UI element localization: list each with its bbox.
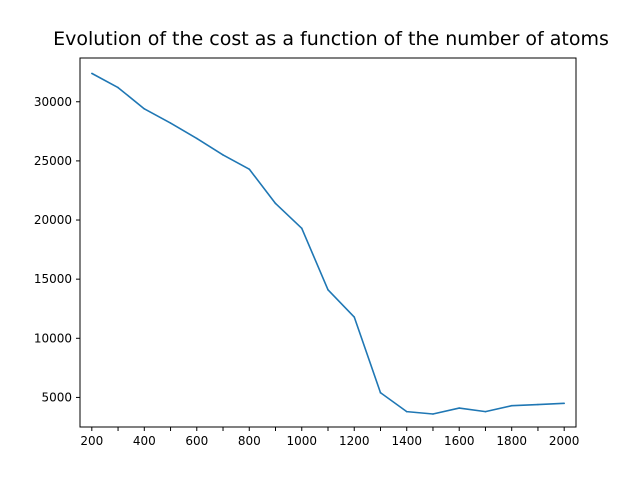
y-tick-label: 5000 bbox=[41, 390, 72, 404]
x-tick-label: 600 bbox=[185, 434, 208, 448]
data-point bbox=[563, 402, 565, 405]
data-point bbox=[537, 403, 539, 406]
data-point bbox=[91, 72, 93, 75]
data-point bbox=[300, 227, 303, 230]
data-point bbox=[195, 137, 198, 140]
y-tick-label: 20000 bbox=[34, 213, 72, 227]
plot-area: 200 400 600 800 1000 1200 1400 1600 1800 2000 5000… bbox=[34, 72, 580, 448]
x-tick-label: 1200 bbox=[339, 434, 370, 448]
data-point bbox=[143, 108, 146, 110]
x-tick-label: 200 bbox=[80, 434, 103, 448]
data-point bbox=[484, 410, 487, 413]
y-tick-label: 30000 bbox=[34, 95, 72, 109]
data-point bbox=[169, 122, 172, 124]
x-tick-label: 1400 bbox=[391, 434, 422, 448]
data-point bbox=[405, 410, 408, 413]
chart-title: Evolution of the cost as a function of t… bbox=[53, 28, 609, 50]
data-point bbox=[248, 168, 251, 170]
data-point bbox=[222, 154, 224, 156]
x-tick-label: 800 bbox=[238, 434, 261, 448]
data-point bbox=[117, 86, 119, 89]
data-point bbox=[432, 413, 434, 415]
data-point bbox=[274, 202, 277, 205]
data-point bbox=[458, 407, 461, 409]
x-tick-label: 400 bbox=[133, 434, 156, 448]
axes-frame bbox=[79, 57, 577, 428]
x-tick-label: 1600 bbox=[444, 434, 475, 448]
y-tick-label: 15000 bbox=[34, 272, 72, 286]
y-tick-label: 10000 bbox=[34, 331, 72, 345]
data-point bbox=[353, 316, 356, 318]
y-tick-label: 25000 bbox=[34, 154, 72, 168]
x-tick-label: 1800 bbox=[496, 434, 527, 448]
data-point bbox=[327, 289, 329, 291]
data-point bbox=[379, 391, 382, 394]
x-tick-label: 1000 bbox=[286, 434, 317, 448]
data-point bbox=[510, 404, 513, 407]
x-tick-label: 2000 bbox=[549, 434, 580, 448]
